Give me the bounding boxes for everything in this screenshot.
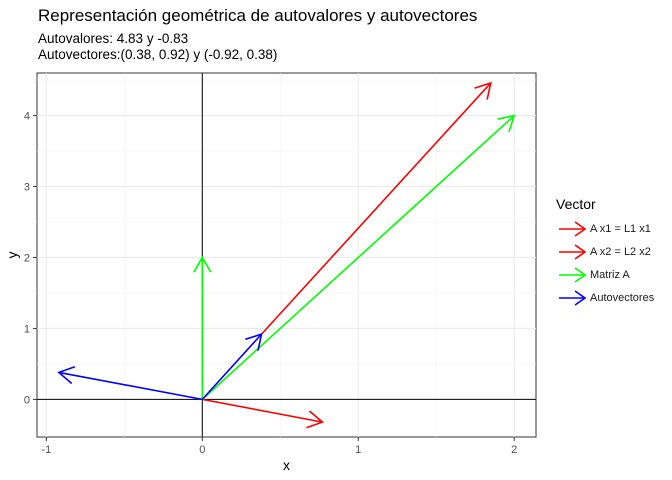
vector-3-1-head [57,366,76,385]
legend-item: A x1 = L1 x1 [556,219,651,239]
legend-arrow-icon [559,221,587,237]
legend-arrow-icon [559,290,587,306]
vector-0-1-head [306,410,324,429]
x-axis-label: x [283,457,290,473]
vector-2-1 [193,255,212,400]
legend-label: A x1 = L1 x1 [590,223,651,235]
legend-title: Vector [556,196,596,212]
legend-arrow-icon [559,244,587,260]
vector-0-0-head [474,81,492,100]
x-axis-ticks: -1 0 1 2 [41,437,517,456]
y-tick-label: 1 [24,323,30,335]
vector-2-0 [201,114,516,400]
legend-label: Autovectores [590,292,655,304]
legend-item: A x2 = L2 x2 [556,242,651,262]
y-axis-ticks: 0 1 2 3 4 [24,111,37,406]
vector-3-1-shaft [58,371,203,401]
chart-title: Representación geométrica de autovalores… [38,6,478,25]
y-tick-label: 0 [24,394,30,406]
vector-0-1-shaft [202,398,323,423]
chart-subtitle-eigenvalues: Autovalores: 4.83 y -0.83 [38,31,189,46]
vector-3-0-shaft [201,333,263,400]
legend-label: A x2 = L2 x2 [590,246,651,258]
y-tick-label: 2 [24,252,30,264]
vector-2-0-shaft [201,114,515,400]
legend-item: Matriz A [556,265,630,285]
chart-subtitle-eigenvectors: Autovectores:(0.38, 0.92) y (-0.92, 0.38… [38,47,278,62]
plot-panel [36,72,537,438]
x-tick-label: -1 [41,444,51,456]
vector-0-0 [260,81,492,335]
vector-arrows [57,81,516,429]
vector-2-0-head [497,114,516,133]
vector-3-1 [57,366,203,401]
vector-0-1 [202,398,324,429]
legend-arrow-icon [559,267,587,283]
y-tick-label: 4 [24,111,30,123]
x-tick-label: 1 [355,444,361,456]
legend-label: Matriz A [590,269,630,281]
vector-0-0-shaft [260,82,492,335]
legend-arrow-head [574,290,587,306]
vector-3-0-head [245,332,263,351]
legend-arrow-head [574,267,587,283]
vector-3-0 [201,332,263,400]
grid-lines [37,73,536,437]
legend-item: Autovectores [556,288,654,308]
vector-2-1-head [193,255,212,273]
x-tick-label: 2 [511,444,517,456]
y-axis-label: y [4,252,20,259]
x-tick-label: 0 [199,444,205,456]
legend-arrow-head [574,221,587,237]
y-tick-label: 3 [24,182,30,194]
legend-arrow-head [574,244,587,260]
